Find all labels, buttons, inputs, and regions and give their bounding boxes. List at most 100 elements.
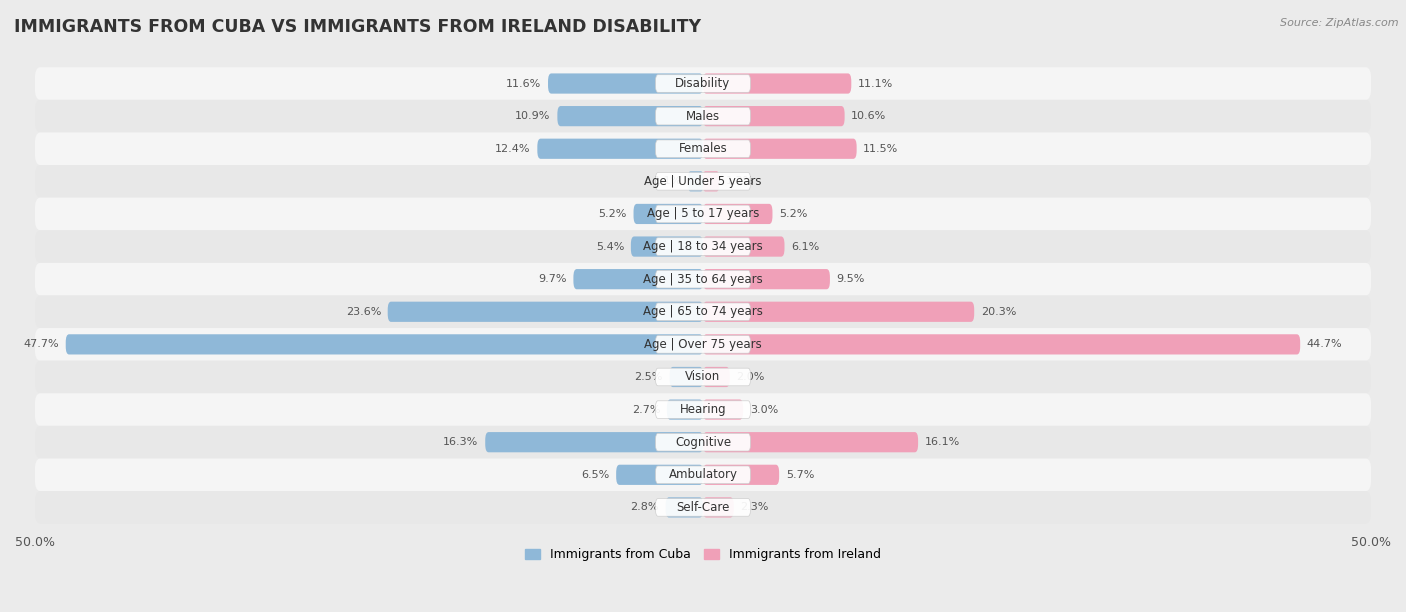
FancyBboxPatch shape <box>35 458 1371 491</box>
FancyBboxPatch shape <box>703 334 1301 354</box>
FancyBboxPatch shape <box>574 269 703 289</box>
FancyBboxPatch shape <box>666 400 703 420</box>
FancyBboxPatch shape <box>703 367 730 387</box>
Text: Age | 65 to 74 years: Age | 65 to 74 years <box>643 305 763 318</box>
Text: Males: Males <box>686 110 720 122</box>
FancyBboxPatch shape <box>703 400 744 420</box>
FancyBboxPatch shape <box>616 465 703 485</box>
Text: 1.2%: 1.2% <box>725 176 754 186</box>
FancyBboxPatch shape <box>655 107 751 125</box>
Text: Females: Females <box>679 142 727 155</box>
FancyBboxPatch shape <box>703 204 772 224</box>
FancyBboxPatch shape <box>703 498 734 518</box>
Text: 5.2%: 5.2% <box>779 209 807 219</box>
FancyBboxPatch shape <box>703 302 974 322</box>
Text: 44.7%: 44.7% <box>1306 340 1343 349</box>
FancyBboxPatch shape <box>388 302 703 322</box>
FancyBboxPatch shape <box>35 263 1371 296</box>
FancyBboxPatch shape <box>35 394 1371 426</box>
FancyBboxPatch shape <box>35 230 1371 263</box>
Text: 47.7%: 47.7% <box>24 340 59 349</box>
Text: Age | 5 to 17 years: Age | 5 to 17 years <box>647 207 759 220</box>
FancyBboxPatch shape <box>35 360 1371 394</box>
Text: 1.1%: 1.1% <box>654 176 682 186</box>
FancyBboxPatch shape <box>655 140 751 157</box>
FancyBboxPatch shape <box>35 100 1371 132</box>
FancyBboxPatch shape <box>35 328 1371 360</box>
FancyBboxPatch shape <box>655 368 751 386</box>
Text: Self-Care: Self-Care <box>676 501 730 514</box>
FancyBboxPatch shape <box>634 204 703 224</box>
FancyBboxPatch shape <box>557 106 703 126</box>
FancyBboxPatch shape <box>655 173 751 190</box>
FancyBboxPatch shape <box>35 198 1371 230</box>
Text: Age | 18 to 34 years: Age | 18 to 34 years <box>643 240 763 253</box>
FancyBboxPatch shape <box>537 139 703 159</box>
Text: Ambulatory: Ambulatory <box>668 468 738 481</box>
Text: 5.2%: 5.2% <box>599 209 627 219</box>
Text: 2.5%: 2.5% <box>634 372 662 382</box>
Text: 23.6%: 23.6% <box>346 307 381 317</box>
FancyBboxPatch shape <box>655 205 751 223</box>
Text: 5.4%: 5.4% <box>596 242 624 252</box>
Text: 16.1%: 16.1% <box>925 437 960 447</box>
Text: Age | Over 75 years: Age | Over 75 years <box>644 338 762 351</box>
Text: 20.3%: 20.3% <box>981 307 1017 317</box>
Text: Hearing: Hearing <box>679 403 727 416</box>
Text: 6.1%: 6.1% <box>792 242 820 252</box>
Text: 9.5%: 9.5% <box>837 274 865 284</box>
FancyBboxPatch shape <box>655 303 751 321</box>
FancyBboxPatch shape <box>655 499 751 516</box>
FancyBboxPatch shape <box>655 75 751 92</box>
Text: 3.0%: 3.0% <box>749 405 778 414</box>
FancyBboxPatch shape <box>703 236 785 256</box>
FancyBboxPatch shape <box>655 271 751 288</box>
Text: Vision: Vision <box>685 370 721 384</box>
Text: 6.5%: 6.5% <box>581 470 609 480</box>
FancyBboxPatch shape <box>655 401 751 419</box>
FancyBboxPatch shape <box>35 67 1371 100</box>
Text: 10.9%: 10.9% <box>516 111 551 121</box>
FancyBboxPatch shape <box>703 465 779 485</box>
FancyBboxPatch shape <box>703 269 830 289</box>
FancyBboxPatch shape <box>35 491 1371 524</box>
FancyBboxPatch shape <box>35 426 1371 458</box>
Text: 9.7%: 9.7% <box>538 274 567 284</box>
Text: Age | 35 to 64 years: Age | 35 to 64 years <box>643 273 763 286</box>
Text: Age | Under 5 years: Age | Under 5 years <box>644 175 762 188</box>
FancyBboxPatch shape <box>631 236 703 256</box>
FancyBboxPatch shape <box>703 139 856 159</box>
FancyBboxPatch shape <box>485 432 703 452</box>
FancyBboxPatch shape <box>655 466 751 483</box>
FancyBboxPatch shape <box>669 367 703 387</box>
Text: 2.7%: 2.7% <box>631 405 661 414</box>
Text: Disability: Disability <box>675 77 731 90</box>
FancyBboxPatch shape <box>35 132 1371 165</box>
Text: 16.3%: 16.3% <box>443 437 478 447</box>
FancyBboxPatch shape <box>655 335 751 353</box>
Text: 2.8%: 2.8% <box>630 502 659 512</box>
Text: 11.5%: 11.5% <box>863 144 898 154</box>
FancyBboxPatch shape <box>655 433 751 451</box>
Text: 2.0%: 2.0% <box>737 372 765 382</box>
Text: 10.6%: 10.6% <box>851 111 887 121</box>
Text: Cognitive: Cognitive <box>675 436 731 449</box>
FancyBboxPatch shape <box>689 171 703 192</box>
FancyBboxPatch shape <box>35 296 1371 328</box>
Text: 11.6%: 11.6% <box>506 78 541 89</box>
Text: IMMIGRANTS FROM CUBA VS IMMIGRANTS FROM IRELAND DISABILITY: IMMIGRANTS FROM CUBA VS IMMIGRANTS FROM … <box>14 18 702 36</box>
FancyBboxPatch shape <box>35 165 1371 198</box>
FancyBboxPatch shape <box>703 171 718 192</box>
Text: Source: ZipAtlas.com: Source: ZipAtlas.com <box>1281 18 1399 28</box>
Legend: Immigrants from Cuba, Immigrants from Ireland: Immigrants from Cuba, Immigrants from Ir… <box>520 543 886 566</box>
Text: 12.4%: 12.4% <box>495 144 530 154</box>
Text: 11.1%: 11.1% <box>858 78 893 89</box>
Text: 2.3%: 2.3% <box>741 502 769 512</box>
FancyBboxPatch shape <box>703 106 845 126</box>
Text: 5.7%: 5.7% <box>786 470 814 480</box>
FancyBboxPatch shape <box>548 73 703 94</box>
FancyBboxPatch shape <box>703 73 851 94</box>
FancyBboxPatch shape <box>66 334 703 354</box>
FancyBboxPatch shape <box>665 498 703 518</box>
FancyBboxPatch shape <box>703 432 918 452</box>
